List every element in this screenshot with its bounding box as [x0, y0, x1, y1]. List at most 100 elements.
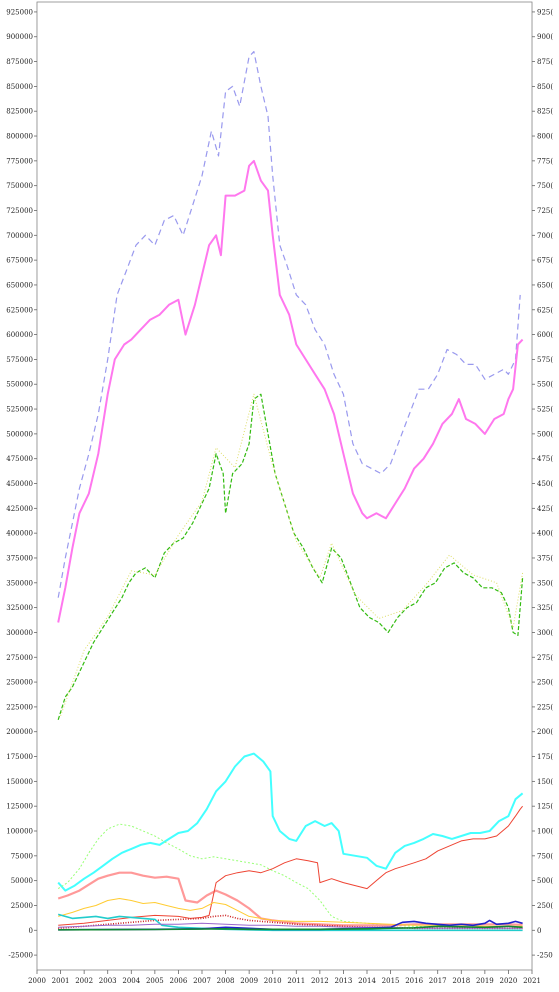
y-tick-label-left: 825000: [6, 108, 33, 116]
y-tick-label-right: 875(: [537, 58, 553, 66]
y-tick-label-left: 900000: [6, 33, 33, 41]
series-group: [57, 51, 524, 932]
y-tick-label-left: 925000: [6, 8, 33, 16]
y-tick-label-right: 850(: [537, 83, 553, 91]
y-tick-label-right: 275(: [537, 654, 553, 662]
y-tick-label-right: -250: [537, 952, 553, 960]
y-tick-label-left: 25000: [11, 902, 33, 910]
y-tick-label-left: 650000: [6, 281, 33, 289]
y-tick-label-right: 750(: [537, 182, 553, 190]
series-line-0: [57, 51, 521, 598]
x-tick-label: 2011: [287, 977, 305, 985]
y-tick-label-right: 825(: [537, 108, 553, 116]
y-tick-label-left: 700000: [6, 232, 33, 240]
y-tick-label-left: 550000: [6, 381, 33, 389]
y-tick-label-right: 775(: [537, 157, 553, 165]
y-tick-label-left: 525000: [6, 406, 33, 414]
series-line-9: [58, 914, 523, 930]
series-line-12: [58, 919, 523, 931]
y-tick-label-right: 450(: [537, 480, 553, 488]
x-tick-label: 2001: [52, 977, 70, 985]
y-tick-label-right: 500(: [537, 877, 553, 885]
y-tick-label-right: 0: [537, 927, 541, 935]
series-line-4: [57, 752, 524, 892]
y-tick-label-left: 200000: [6, 728, 33, 736]
y-tick-label-right: 725(: [537, 207, 553, 215]
y-tick-label-right: 425(: [537, 505, 553, 513]
y-tick-label-left: 350000: [6, 579, 33, 587]
tick-labels: 2000 2001 2002 2003 2004 2005 2006 2007 2008 2009…: [6, 8, 553, 985]
y-tick-label-left: 450000: [6, 480, 33, 488]
y-tick-label-left: 475000: [6, 455, 33, 463]
x-tick-label: 2018: [452, 977, 470, 985]
y-tick-label-left: 800000: [6, 133, 33, 141]
y-tick-label-right: 475(: [537, 455, 553, 463]
y-tick-label-left: 400000: [6, 530, 33, 538]
y-tick-label-left: 775000: [6, 157, 33, 165]
y-tick-label-left: 75000: [11, 852, 33, 860]
y-tick-label-left: 500000: [6, 430, 33, 438]
y-tick-label-right: 600(: [537, 331, 553, 339]
y-tick-label-right: 225(: [537, 703, 553, 711]
y-tick-label-left: 50000: [11, 877, 33, 885]
y-tick-label-left: 575000: [6, 356, 33, 364]
x-tick-label: 2012: [311, 977, 329, 985]
y-tick-label-right: 550(: [537, 381, 553, 389]
series-line-8: [58, 898, 523, 927]
y-tick-label-right: 500(: [537, 430, 553, 438]
y-tick-label-left: 625000: [6, 306, 33, 314]
x-tick-label: 2003: [99, 977, 117, 985]
x-tick-label: 2000: [28, 977, 46, 985]
x-tick-label: 2007: [193, 977, 211, 985]
series-line-13: [58, 925, 523, 931]
y-tick-label-left: 875000: [6, 58, 33, 66]
axes: [34, 1, 535, 974]
y-tick-label-right: 525(: [537, 406, 553, 414]
y-tick-label-left: 600000: [6, 331, 33, 339]
x-tick-label: 2021: [523, 977, 541, 985]
plot-area: [36, 1, 533, 971]
y-tick-label-right: 150(: [537, 778, 553, 786]
y-tick-label-left: 675000: [6, 257, 33, 265]
y-tick-label-left: 725000: [6, 207, 33, 215]
y-tick-label-left: 0: [29, 927, 33, 935]
y-tick-label-right: 625(: [537, 306, 553, 314]
y-tick-label-left: 175000: [6, 753, 33, 761]
y-tick-label-right: 750(: [537, 852, 553, 860]
x-tick-label: 2010: [264, 977, 282, 985]
x-tick-label: 2020: [500, 977, 518, 985]
y-tick-label-right: 675(: [537, 257, 553, 265]
y-tick-label-right: 125(: [537, 803, 553, 811]
x-tick-label: 2008: [217, 977, 235, 985]
y-tick-label-right: 100(: [537, 828, 553, 836]
series-line-11: [58, 922, 523, 929]
y-tick-label-right: 400(: [537, 530, 553, 538]
y-tick-label-right: 300(: [537, 629, 553, 637]
y-tick-label-right: 900(: [537, 33, 553, 41]
y-tick-label-right: 325(: [537, 604, 553, 612]
y-tick-label-left: 225000: [6, 703, 33, 711]
series-line-1: [57, 159, 524, 623]
series-line-5: [57, 823, 523, 929]
x-tick-label: 2014: [358, 977, 376, 985]
y-tick-label-left: 425000: [6, 505, 33, 513]
x-tick-label: 2006: [170, 977, 188, 985]
y-tick-label-left: 125000: [6, 803, 33, 811]
y-tick-label-right: 250(: [537, 679, 553, 687]
series-line-2: [57, 393, 524, 720]
y-tick-label-right: 925(: [537, 8, 553, 16]
x-tick-label: 2009: [240, 977, 258, 985]
x-tick-label: 2002: [75, 977, 93, 985]
y-tick-label-left: 375000: [6, 554, 33, 562]
y-tick-label-left: 750000: [6, 182, 33, 190]
y-tick-label-left: 150000: [6, 778, 33, 786]
x-tick-label: 2005: [146, 977, 164, 985]
y-tick-label-left: 325000: [6, 604, 33, 612]
y-tick-label-right: 175(: [537, 753, 553, 761]
y-tick-label-right: 700(: [537, 232, 553, 240]
y-tick-label-left: 275000: [6, 654, 33, 662]
y-tick-label-right: 200(: [537, 728, 553, 736]
y-tick-label-left: 850000: [6, 83, 33, 91]
y-tick-label-right: 650(: [537, 281, 553, 289]
